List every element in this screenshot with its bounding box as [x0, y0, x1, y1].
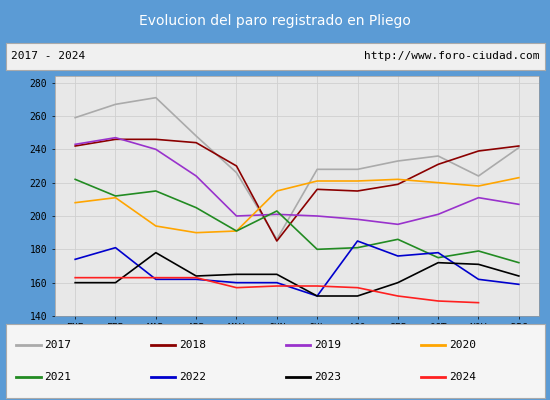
Text: http://www.foro-ciudad.com: http://www.foro-ciudad.com — [364, 51, 539, 61]
Text: 2023: 2023 — [314, 372, 341, 382]
Text: 2024: 2024 — [449, 372, 476, 382]
Text: 2017 - 2024: 2017 - 2024 — [11, 51, 85, 61]
Text: 2021: 2021 — [45, 372, 72, 382]
Text: 2018: 2018 — [179, 340, 206, 350]
Text: 2017: 2017 — [45, 340, 72, 350]
Text: Evolucion del paro registrado en Pliego: Evolucion del paro registrado en Pliego — [139, 14, 411, 28]
Text: 2019: 2019 — [314, 340, 341, 350]
Text: 2022: 2022 — [179, 372, 206, 382]
Text: 2020: 2020 — [449, 340, 476, 350]
